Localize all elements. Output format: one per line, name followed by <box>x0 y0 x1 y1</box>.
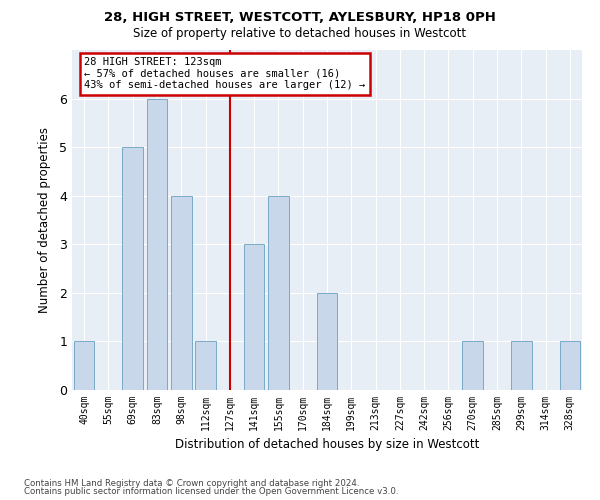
Bar <box>244 244 265 390</box>
Text: 28, HIGH STREET, WESTCOTT, AYLESBURY, HP18 0PH: 28, HIGH STREET, WESTCOTT, AYLESBURY, HP… <box>104 11 496 24</box>
Bar <box>268 196 289 390</box>
Bar <box>171 196 191 390</box>
Bar <box>463 342 483 390</box>
Bar <box>122 147 143 390</box>
Text: Size of property relative to detached houses in Westcott: Size of property relative to detached ho… <box>133 28 467 40</box>
Bar <box>317 293 337 390</box>
Text: Contains public sector information licensed under the Open Government Licence v3: Contains public sector information licen… <box>24 487 398 496</box>
Bar <box>511 342 532 390</box>
Bar <box>195 342 216 390</box>
X-axis label: Distribution of detached houses by size in Westcott: Distribution of detached houses by size … <box>175 438 479 452</box>
Bar <box>146 98 167 390</box>
Text: 28 HIGH STREET: 123sqm
← 57% of detached houses are smaller (16)
43% of semi-det: 28 HIGH STREET: 123sqm ← 57% of detached… <box>85 58 365 90</box>
Bar <box>74 342 94 390</box>
Y-axis label: Number of detached properties: Number of detached properties <box>38 127 51 313</box>
Text: Contains HM Land Registry data © Crown copyright and database right 2024.: Contains HM Land Registry data © Crown c… <box>24 478 359 488</box>
Bar <box>560 342 580 390</box>
